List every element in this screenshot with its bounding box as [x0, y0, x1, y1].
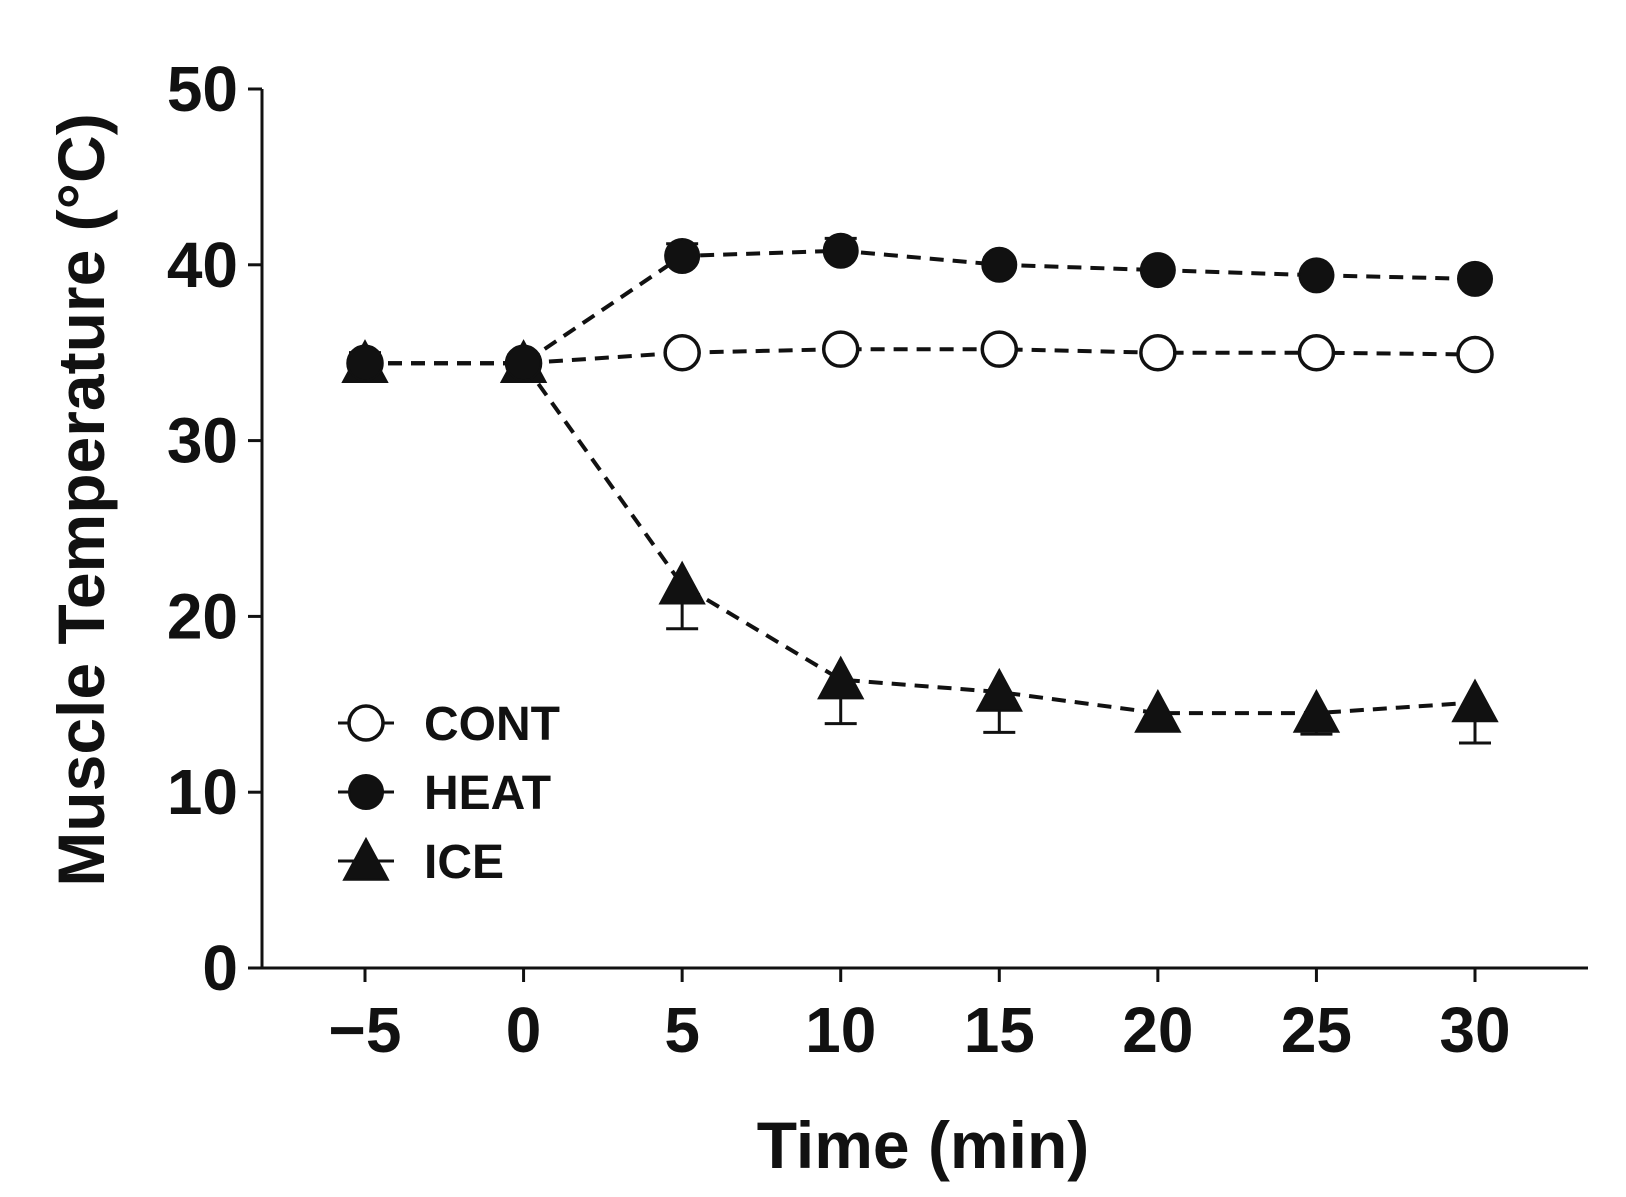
series-line-cont	[365, 347, 1476, 366]
data-point-ice	[975, 667, 1023, 712]
legend-label-ice: ICE	[424, 836, 504, 889]
legend: CONT HEAT ICE	[338, 698, 560, 889]
series-line-heat	[365, 248, 1476, 366]
y-tick-label: 40	[167, 229, 238, 301]
data-point-cont	[663, 333, 701, 372]
y-tick-label: 50	[167, 53, 238, 125]
data-point-cont	[1456, 335, 1494, 374]
x-tick-label: −5	[329, 994, 402, 1066]
x-tick-label: 25	[1281, 994, 1352, 1066]
x-tick-label: 30	[1439, 994, 1510, 1066]
y-tick-label: 10	[167, 756, 238, 828]
data-point-ice	[1134, 688, 1182, 733]
series-lines	[365, 248, 1476, 716]
data-point-heat	[822, 232, 859, 269]
data-point-cont	[1297, 333, 1336, 372]
data-point-heat	[664, 238, 701, 275]
x-tick-label: 10	[805, 994, 876, 1066]
data-point-heat	[1139, 252, 1176, 289]
legend-label-heat: HEAT	[424, 767, 551, 820]
data-point-ice	[817, 655, 865, 700]
legend-marker-cont	[347, 704, 385, 742]
series-line-ice	[365, 361, 1476, 716]
x-tick-label: 15	[964, 994, 1035, 1066]
data-point-heat	[347, 345, 383, 382]
data-point-ice	[1292, 688, 1341, 733]
y-tick-label: 30	[167, 405, 238, 477]
data-point-cont	[1139, 333, 1177, 372]
x-axis-title: Time (min)	[757, 1108, 1089, 1182]
data-point-ice	[658, 560, 706, 605]
data-point-ice	[1451, 678, 1499, 723]
legend-marker-ice	[342, 836, 390, 881]
legend-marker-heat	[348, 774, 384, 810]
legend-label-cont: CONT	[424, 698, 560, 751]
data-point-heat	[1298, 257, 1335, 294]
data-point-heat	[981, 246, 1018, 283]
y-tick-label: 0	[202, 932, 238, 1004]
data-point-cont	[980, 330, 1019, 368]
x-tick-label: 0	[506, 994, 542, 1066]
data-point-heat	[505, 345, 542, 382]
y-axis-title: Muscle Temperature (°C)	[44, 113, 118, 886]
axes: 0 10 20 30 40 50 −5 0 5 10 15 20 25 30	[167, 53, 1588, 1066]
x-tick-label: 5	[664, 994, 700, 1066]
data-point-heat	[1457, 260, 1493, 297]
y-tick-label: 20	[167, 580, 238, 652]
data-point-cont	[821, 330, 860, 368]
series-markers	[341, 232, 1499, 733]
x-tick-label: 20	[1122, 994, 1193, 1066]
error-bars	[349, 236, 1491, 745]
